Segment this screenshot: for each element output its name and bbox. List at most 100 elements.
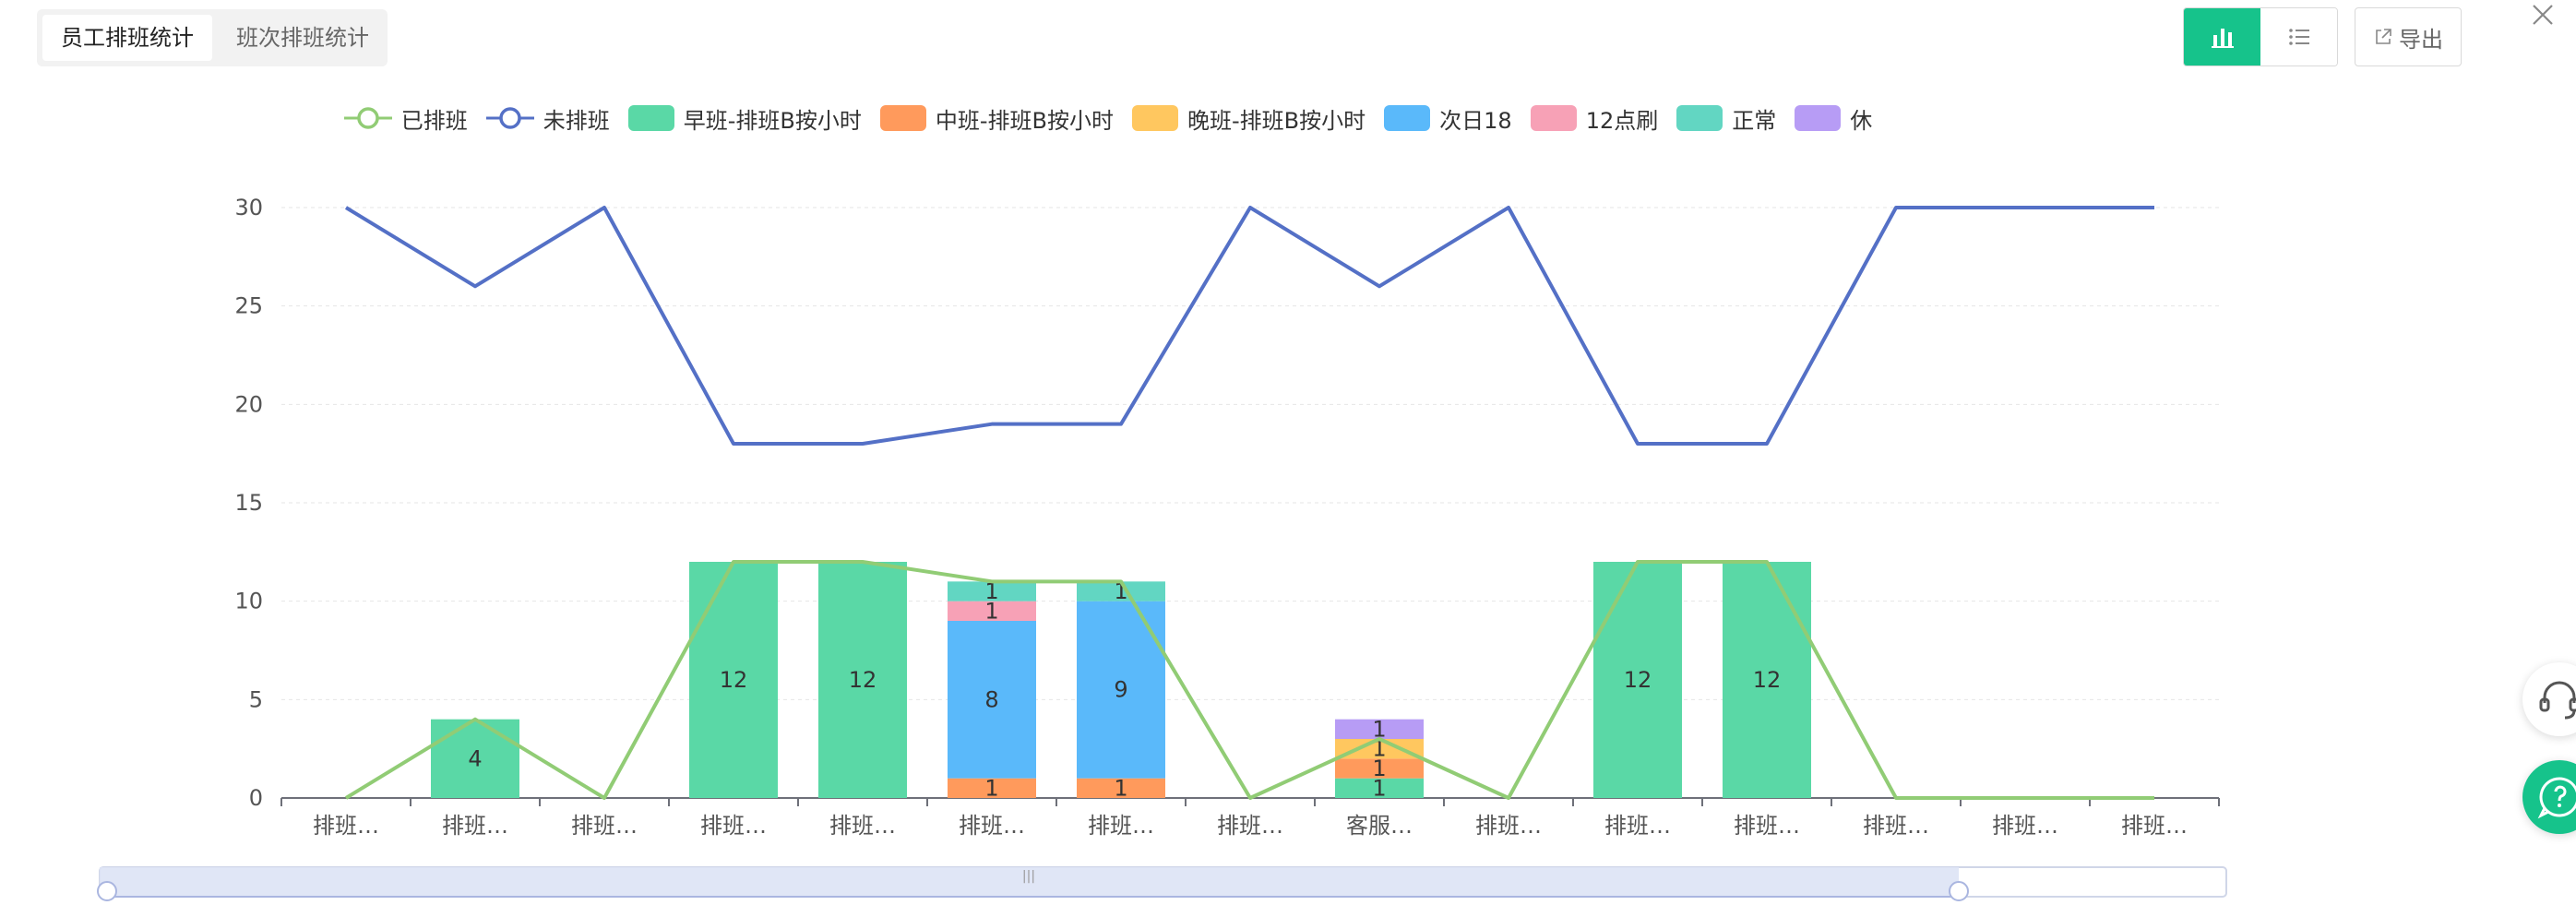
list-view-button[interactable] — [2260, 8, 2337, 66]
legend-label: 次日18 — [1439, 107, 1512, 134]
data-zoom-handle-left — [97, 881, 117, 901]
x-tick-label: 排班… — [700, 813, 767, 839]
x-tick-label: 排班… — [959, 813, 1025, 839]
bar-data-label: 1 — [1372, 756, 1386, 781]
tab-shift-schedule-stats[interactable]: 班次排班统计 — [236, 25, 369, 51]
bar-segment — [948, 581, 1036, 601]
legend-label: 正常 — [1732, 107, 1777, 134]
x-tick-label: 排班… — [1475, 813, 1542, 839]
x-tick-label: 排班… — [1217, 813, 1283, 839]
legend-swatch — [1530, 105, 1577, 131]
export-label: 导出 — [2399, 26, 2443, 53]
x-tick-label: 排班… — [442, 813, 508, 839]
series-line — [344, 206, 2154, 446]
bar-segment — [818, 562, 907, 798]
bar-data-label: 8 — [984, 686, 998, 712]
bar-data-label: 1 — [984, 578, 998, 604]
bar-data-label: 1 — [984, 775, 998, 801]
bar-segment — [1723, 562, 1811, 798]
legend-label: 晚班-排班B按小时 — [1187, 107, 1366, 134]
bar-segment — [948, 621, 1036, 779]
bar-segment — [1335, 778, 1424, 798]
legend-label: 休 — [1850, 107, 1873, 134]
bar-data-label: 12 — [849, 667, 877, 693]
x-tick-label: 排班… — [313, 813, 379, 839]
legend-swatch — [627, 105, 674, 131]
bar-data-label: 12 — [720, 667, 748, 693]
legend-item[interactable]: 早班-排班B按小时 — [627, 102, 862, 135]
close-icon — [2533, 5, 2553, 25]
bar-segment — [431, 719, 519, 798]
x-tick-label: 排班… — [1088, 813, 1154, 839]
external-link-icon — [2376, 29, 2391, 44]
legend-swatch — [879, 105, 926, 131]
x-tick-label: 排班… — [2121, 813, 2188, 839]
legend-item[interactable]: 休 — [1795, 102, 1872, 135]
tab-employee-schedule-stats[interactable]: 员工排班统计 — [42, 15, 212, 61]
bar-data-label: 12 — [1624, 667, 1652, 693]
data-zoom-drag-handle: ||| — [1022, 869, 1035, 884]
x-tick-label: 排班… — [829, 813, 896, 839]
bar-segment — [1335, 719, 1424, 739]
legend-line-marker-icon — [485, 107, 534, 129]
chart-legend: 已排班 未排班 早班-排班B按小时 中班-排班B按小时 晚班-排班B按小时 次日18 12点… — [0, 100, 2576, 137]
x-tick-label: 排班… — [571, 813, 638, 839]
support-button[interactable] — [2522, 662, 2576, 736]
bar-data-label: 1 — [1114, 775, 1127, 801]
tab-group: 员工排班统计 班次排班统计 — [37, 9, 388, 66]
legend-item[interactable]: 中班-排班B按小时 — [879, 102, 1115, 135]
bar-segment — [1335, 739, 1424, 759]
bar-segment — [1077, 778, 1165, 798]
legend-swatch — [1384, 105, 1431, 131]
bar-chart-icon — [2211, 29, 2234, 48]
legend-label: 中班-排班B按小时 — [935, 107, 1115, 134]
bar-data-label: 9 — [1114, 677, 1127, 703]
bar-segment — [948, 778, 1036, 798]
y-tick-label: 0 — [249, 785, 263, 811]
y-tick-label: 20 — [234, 391, 263, 417]
x-tick-label: 排班… — [1992, 813, 2058, 839]
chart-view-button[interactable] — [2184, 8, 2260, 66]
legend-swatch — [1795, 105, 1842, 131]
bar-segment — [1593, 562, 1682, 798]
legend-item[interactable]: 晚班-排班B按小时 — [1132, 102, 1366, 135]
legend-swatch — [1676, 105, 1723, 131]
legend-swatch — [1132, 105, 1179, 131]
y-tick-label: 10 — [234, 589, 263, 614]
legend-line-marker-icon — [343, 107, 392, 129]
chat-button[interactable] — [2522, 760, 2576, 834]
y-tick-label: 25 — [234, 293, 263, 319]
y-tick-label: 30 — [234, 195, 263, 220]
bar-segment — [1077, 581, 1165, 601]
y-tick-label: 5 — [249, 686, 263, 712]
bar-data-label: 1 — [1372, 775, 1386, 801]
list-icon — [2288, 29, 2309, 45]
headset-icon — [2539, 681, 2576, 720]
chat-icon — [2537, 777, 2576, 819]
data-zoom-selected-range — [100, 867, 1959, 897]
x-tick-label: 排班… — [1863, 813, 1929, 839]
x-tick-label: 客服… — [1346, 813, 1413, 839]
x-tick-label: 排班… — [1604, 813, 1671, 839]
legend-label: 已排班 — [400, 107, 468, 134]
bar-segment — [948, 601, 1036, 621]
close-button[interactable] — [2528, 0, 2561, 33]
bar-data-label: 12 — [1753, 667, 1782, 693]
bar-segment — [689, 562, 778, 798]
series-line — [344, 560, 2154, 800]
legend-label: 未排班 — [543, 107, 610, 134]
bar-data-label: 4 — [468, 745, 482, 771]
legend-item[interactable]: 12点刷 — [1530, 102, 1659, 135]
legend-label: 12点刷 — [1585, 107, 1659, 134]
y-tick-label: 15 — [234, 490, 263, 516]
export-button[interactable]: 导出 — [2355, 7, 2462, 66]
legend-item[interactable]: 未排班 — [485, 102, 610, 135]
bar-data-label: 1 — [984, 598, 998, 624]
legend-item[interactable]: 已排班 — [343, 102, 468, 135]
legend-item[interactable]: 次日18 — [1384, 102, 1512, 135]
legend-item[interactable]: 正常 — [1676, 102, 1776, 135]
bar-segment — [1335, 758, 1424, 779]
bar-data-label: 1 — [1372, 716, 1386, 742]
x-tick-label: 排班… — [1734, 813, 1800, 839]
view-toggle — [2183, 7, 2338, 66]
